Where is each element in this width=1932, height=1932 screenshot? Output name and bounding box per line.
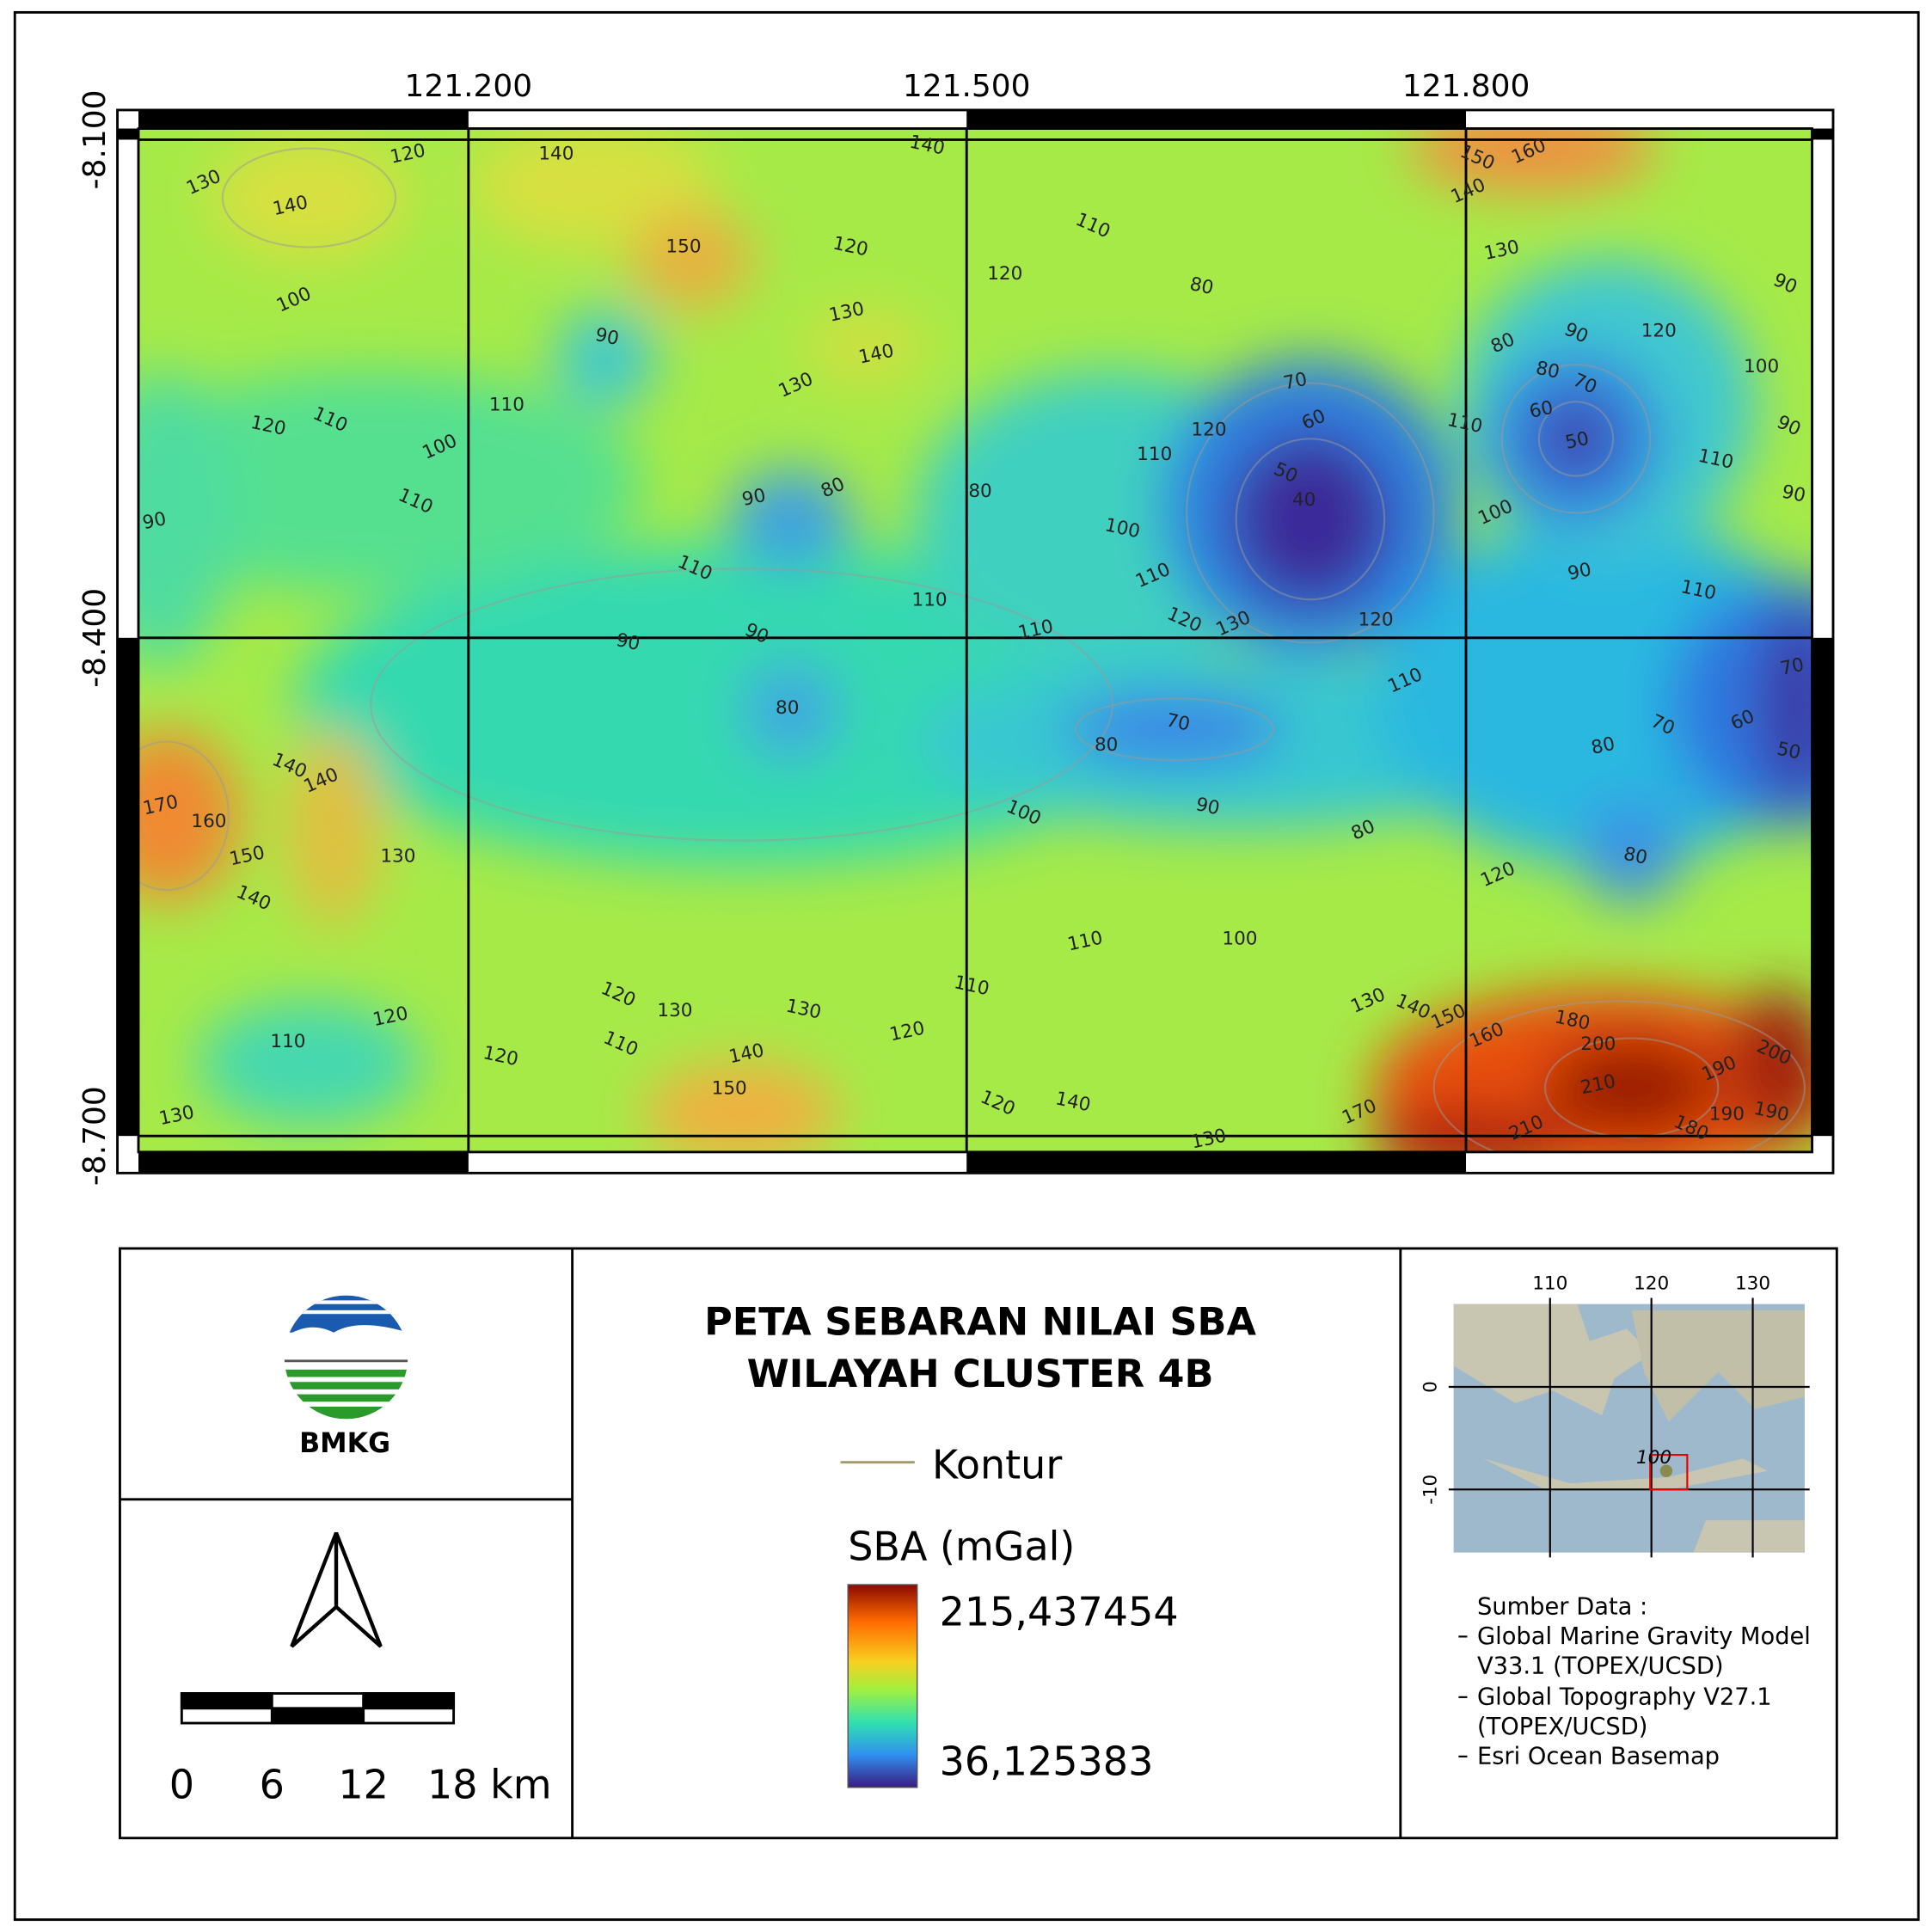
map-frame [116, 108, 1835, 1175]
contour-label: 90 [614, 629, 641, 655]
scale-label: 0 [169, 1762, 194, 1808]
contour-label: 110 [912, 590, 948, 611]
contour-label: 80 [1095, 734, 1118, 756]
source-line: (TOPEX/UCSD) [1477, 1714, 1647, 1740]
scale-label: 6 [260, 1762, 285, 1808]
contour-label: 120 [987, 263, 1022, 285]
color-ramp [847, 1584, 918, 1788]
y-label: -8.100 [77, 90, 113, 190]
scale-title: SBA (mGal) [848, 1523, 1075, 1569]
contour-label: 80 [1187, 273, 1215, 299]
contour-label: 90 [141, 508, 169, 534]
contour-label: 140 [538, 144, 573, 165]
inset-x-label: 120 [1634, 1273, 1669, 1294]
x-label: 121.500 [903, 69, 1031, 104]
contour-label: 80 [1622, 843, 1649, 869]
contour-label: 110 [1137, 444, 1172, 465]
x-label: 121.800 [1402, 69, 1530, 104]
contour-label: 40 [1292, 489, 1316, 511]
contour-label: 190 [1709, 1104, 1745, 1125]
scale-label: 12 [338, 1762, 389, 1808]
min-label: 36,125383 [940, 1738, 1154, 1784]
source-line: V33.1 (TOPEX/UCSD) [1477, 1653, 1724, 1680]
y-label: -8.700 [77, 1086, 113, 1186]
y-label: -8.400 [77, 588, 113, 688]
contour-label: 80 [968, 481, 991, 502]
north-arrow [290, 1531, 383, 1648]
contour-label: 100 [1744, 356, 1779, 377]
legend-frame [119, 1247, 1838, 1840]
contour-label: 80 [776, 697, 799, 719]
contour-label: 70 [1282, 369, 1309, 395]
contour-label: 120 [1359, 610, 1394, 631]
scale-bar [180, 1692, 456, 1725]
inset-x-label: 130 [1735, 1273, 1770, 1294]
contour-label: 160 [191, 811, 226, 832]
contour-label: 110 [489, 395, 524, 416]
logo-text: BMKG [299, 1428, 390, 1459]
source-line: Esri Ocean Basemap [1477, 1743, 1720, 1769]
contour-label: 120 [1191, 419, 1226, 440]
logo: BMKG [284, 1295, 408, 1459]
source-line: Global Topography V27.1 [1477, 1684, 1772, 1710]
contour-legend: Kontur [932, 1441, 1062, 1487]
contour-label: 90 [1780, 481, 1807, 506]
contour-label: 80 [1534, 358, 1561, 383]
contour-label: 100 [1222, 929, 1257, 950]
contour-label: 70 [1164, 709, 1192, 735]
inset-map: 110 120 130 0 -10 100 [1420, 1273, 1810, 1558]
page-border [13, 10, 1920, 1922]
inset-label: 100 [1636, 1447, 1671, 1469]
contour-label: 60 [1528, 397, 1555, 423]
contour-label: 50 [1775, 739, 1802, 764]
contour-label: 80 [1589, 733, 1616, 759]
inset-y-label: -10 [1420, 1475, 1442, 1505]
legend-title: WILAYAH CLUSTER 4B [747, 1352, 1214, 1396]
contour-label: 90 [740, 485, 768, 511]
contour-label: 70 [1778, 654, 1806, 680]
sources-title: Sumber Data : [1477, 1594, 1647, 1621]
contour-label: 200 [1580, 1033, 1616, 1055]
contour-label: 90 [1194, 794, 1222, 819]
contour-label: 150 [712, 1078, 747, 1100]
contour-label: 110 [270, 1031, 305, 1052]
contour-label: 150 [665, 236, 701, 258]
inset-x-label: 110 [1532, 1273, 1567, 1294]
scale-label: 18 km [427, 1762, 552, 1808]
x-label: 121.200 [405, 69, 533, 104]
contour-label: 130 [657, 1000, 692, 1021]
inset-y-label: 0 [1420, 1381, 1442, 1393]
contour-label: 90 [1566, 559, 1593, 585]
contour-label: 120 [1641, 320, 1677, 341]
contour-label: 50 [1563, 428, 1591, 454]
legend-title: PETA SEBARAN NILAI SBA [704, 1300, 1256, 1345]
contour-label: 130 [380, 845, 415, 867]
contour-label: 90 [593, 324, 621, 350]
max-label: 215,437454 [940, 1588, 1179, 1635]
source-line: Global Marine Gravity Model [1477, 1623, 1811, 1650]
